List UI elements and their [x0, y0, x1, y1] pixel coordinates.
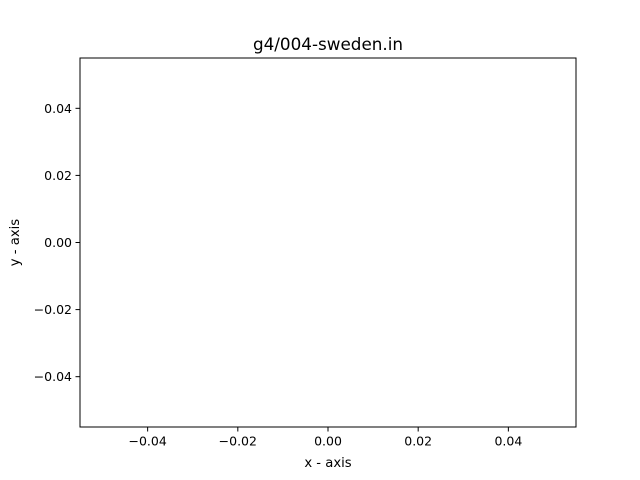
x-tick-label: 0.04	[494, 434, 522, 449]
x-tick-label: 0.00	[314, 434, 342, 449]
x-tick-label: 0.02	[404, 434, 432, 449]
x-axis-label: x - axis	[304, 456, 351, 471]
x-tick-label: −0.04	[128, 434, 166, 449]
y-tick-label: 0.02	[44, 168, 72, 183]
y-axis-ticks: −0.04 −0.02 0.00 0.02 0.04	[34, 101, 80, 384]
y-tick-label: −0.02	[34, 302, 72, 317]
plot-area	[79, 57, 577, 428]
y-tick-label: −0.04	[34, 369, 72, 384]
y-axis-label: y - axis	[8, 219, 23, 266]
chart-title: g4/004-sweden.in	[253, 34, 403, 54]
x-tick-label: −0.02	[219, 434, 257, 449]
x-axis-ticks: −0.04 −0.02 0.00 0.02 0.04	[128, 427, 522, 449]
y-tick-label: 0.00	[44, 235, 72, 250]
y-tick-label: 0.04	[44, 101, 72, 116]
